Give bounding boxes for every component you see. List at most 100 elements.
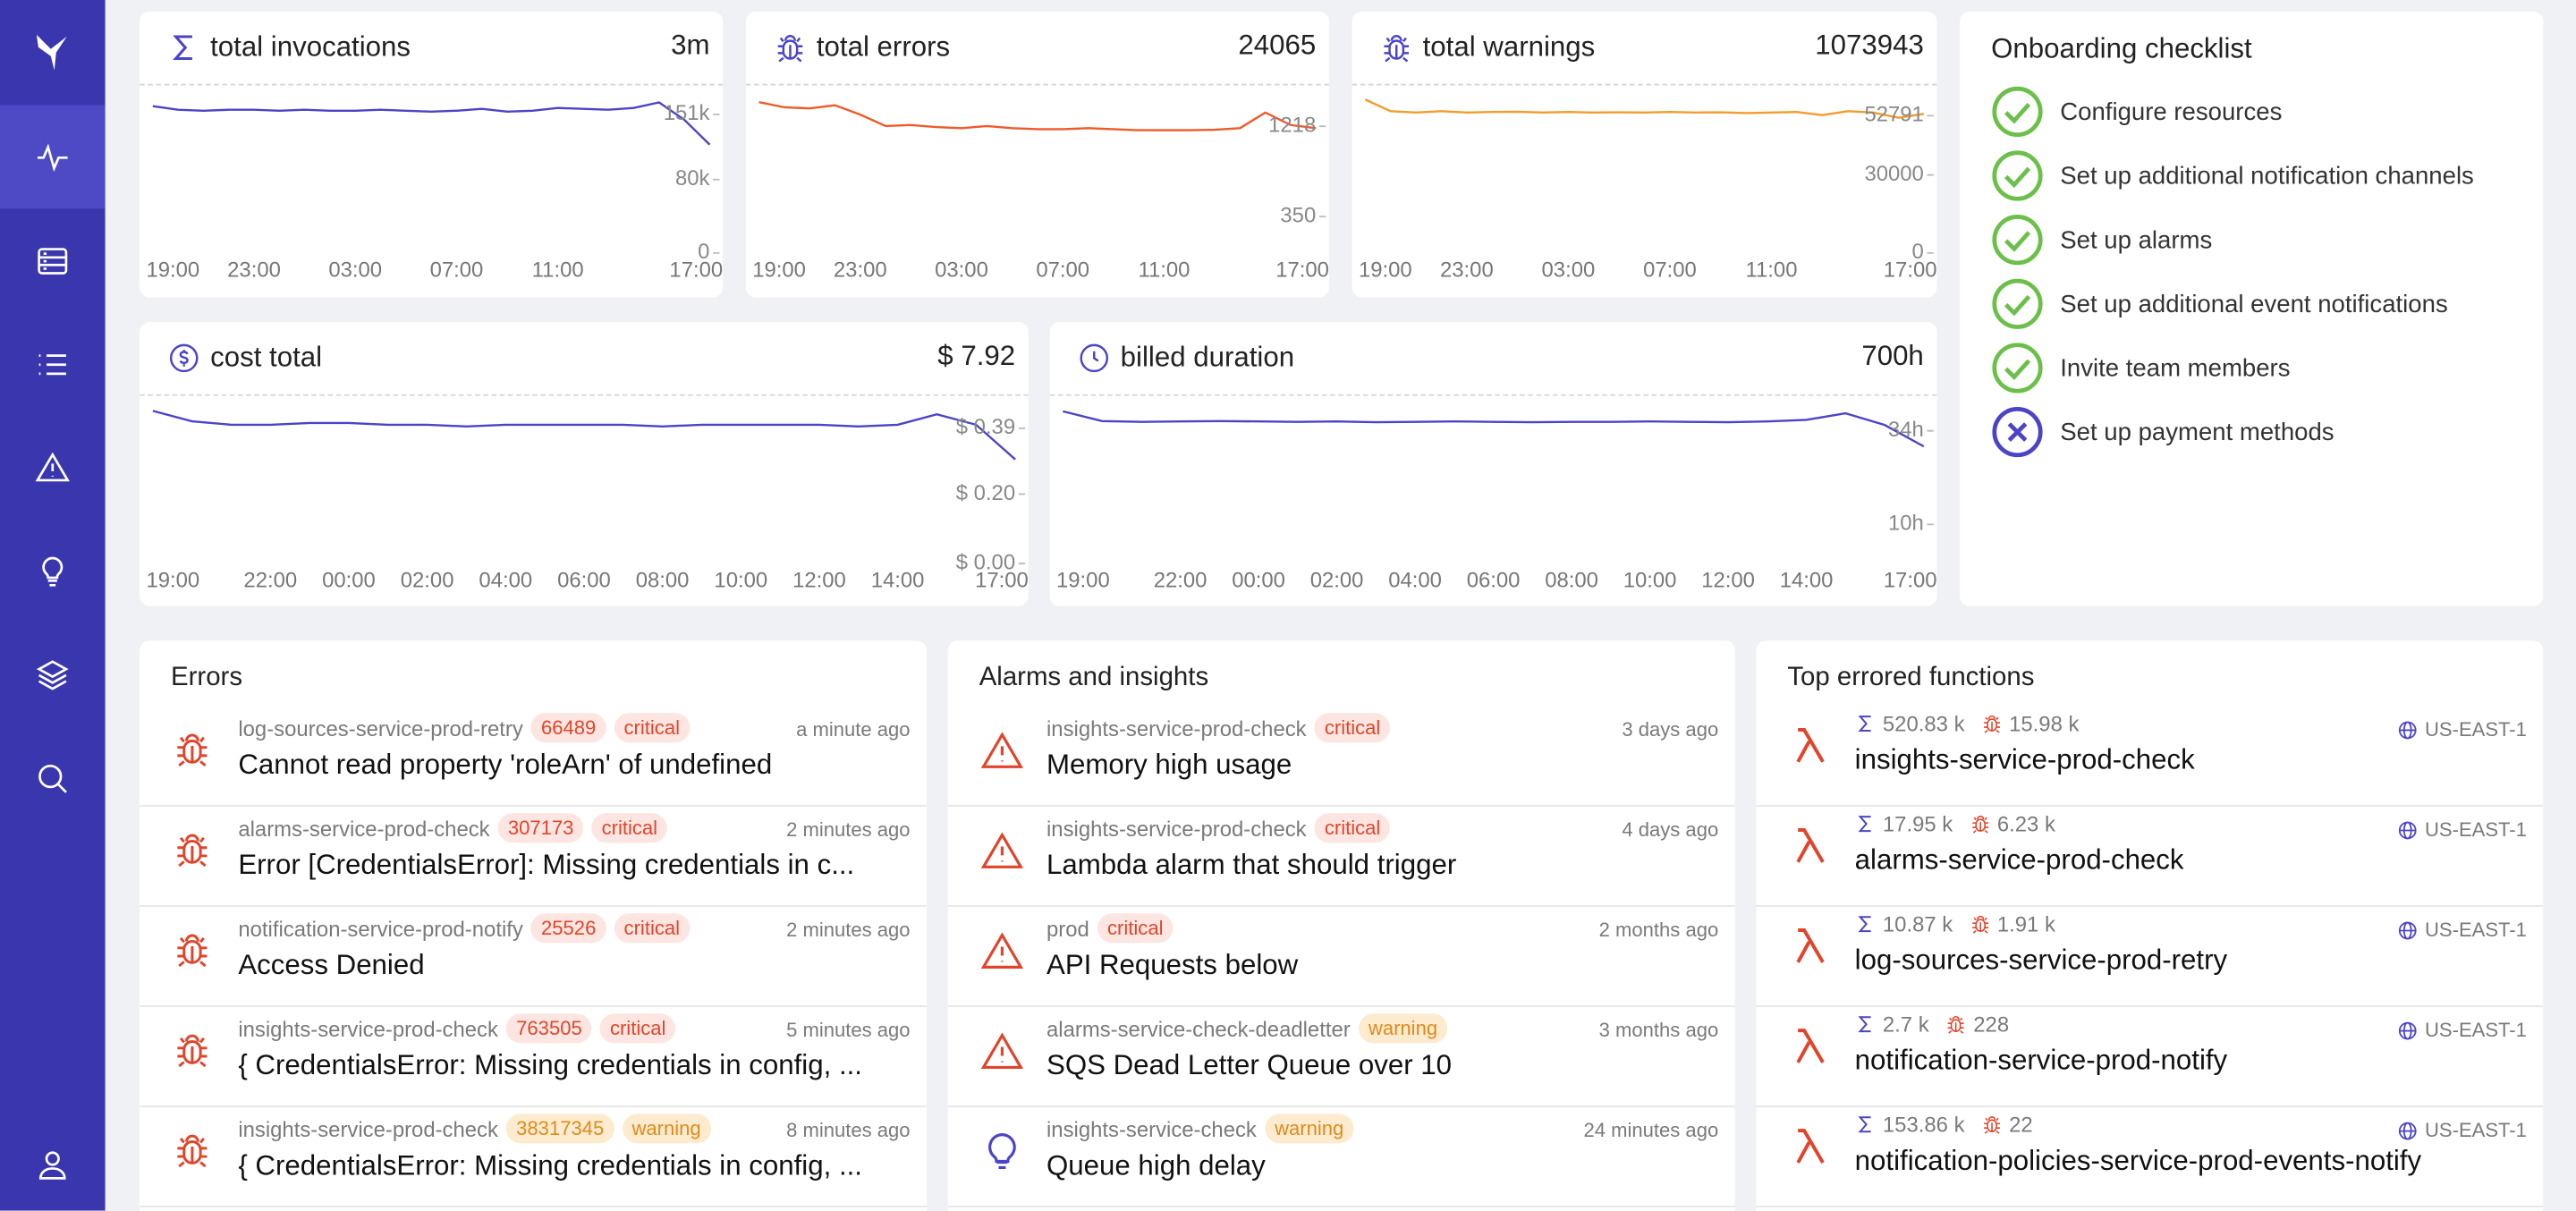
errors-row[interactable]: alarms-service-prod-check 307173 critical 2… <box>140 807 927 907</box>
icon-part <box>988 1133 1016 1170</box>
functions-row[interactable]: 10.87 k 1.91 k US-EAST-1 log-sources-servic… <box>1756 907 2544 1007</box>
icon-part <box>179 350 189 367</box>
x-tick-label: 10:00 <box>714 569 767 593</box>
errors-icon <box>1983 715 2000 733</box>
icon-part <box>38 764 63 788</box>
chart-icon <box>173 35 192 61</box>
chart-icon <box>1080 343 1109 373</box>
icon-part <box>1796 727 1825 763</box>
y-tick-label: 0 <box>698 240 709 264</box>
alarm-time: 3 months ago <box>1598 1018 1719 1042</box>
function-icon <box>1796 928 1825 963</box>
error-source: alarms-service-prod-check <box>238 815 490 841</box>
icon-part <box>45 1150 60 1165</box>
icon-part <box>1992 278 2043 329</box>
checklist-label: Set up additional event notifications <box>2060 290 2448 318</box>
function-invocations: 10.87 k <box>1882 911 1953 936</box>
nav-list[interactable] <box>0 312 106 416</box>
x-tick-label: 11:00 <box>532 258 584 282</box>
alarm-time: 4 days ago <box>1622 817 1719 842</box>
icon-part <box>1992 343 2043 394</box>
region-label: US-EAST-1 <box>2424 1118 2527 1142</box>
functions-row[interactable]: 2.7 k 228 US-EAST-1 notification-service-pr… <box>1756 1007 2544 1107</box>
icon-part <box>1983 716 2000 733</box>
alarms-row[interactable]: alarms-service-check-deadletter warning 3 … <box>947 1007 1735 1107</box>
chart-header: total warnings 1073943 <box>1352 12 1937 86</box>
sparkline: 19:00 23:00 03:00 07:00 11:00 17:000 30000 5279… <box>1359 98 1937 282</box>
icon-part <box>980 932 1024 969</box>
x-tick-label: 23:00 <box>227 258 281 282</box>
row-meta: insights-service-prod-check 38317345 warni… <box>238 1114 746 1144</box>
icon-part <box>980 1032 1024 1070</box>
errors-row[interactable]: insights-service-prod-check 763505 critica… <box>140 1007 927 1107</box>
function-icon <box>1796 1129 1825 1164</box>
region-icon <box>2398 920 2417 939</box>
nav-layers[interactable] <box>0 622 106 726</box>
row-meta: alarms-service-prod-check 307173 critical <box>238 813 746 843</box>
icon-part <box>184 733 199 741</box>
error-time: 8 minutes ago <box>786 1118 911 1142</box>
row-meta: insights-service-prod-check critical <box>1046 813 1555 843</box>
checklist-item[interactable]: Invite team members <box>1991 342 2504 394</box>
checklist-label: Set up alarms <box>2060 225 2213 254</box>
data-line <box>758 101 1317 131</box>
checklist-item[interactable]: Set up additional notification channels <box>1991 149 2504 202</box>
error-icon <box>177 934 208 968</box>
nav-activity[interactable] <box>0 105 106 209</box>
icon-part <box>1080 343 1109 373</box>
functions-row[interactable]: 17.95 k 6.23 k US-EAST-1 alarms-service-pro… <box>1756 807 2544 907</box>
errors-row[interactable]: insights-service-prod-check 38317345 warni… <box>140 1107 927 1207</box>
checklist-item[interactable]: Configure resources <box>1991 86 2504 139</box>
row-icon <box>1789 1125 1828 1164</box>
function-region: US-EAST-1 <box>2397 919 2527 941</box>
nav-user[interactable] <box>0 1112 106 1210</box>
x-tick-label: 12:00 <box>792 569 846 593</box>
alarm-severity: critical <box>1097 913 1174 944</box>
chart-card: total invocations 3m 19:00 23:00 03:00 07:00 1… <box>140 11 724 298</box>
function-region: US-EAST-1 <box>2397 818 2527 841</box>
chart-card: billed duration 700h 19:00 22:00 00:00 02:00 0… <box>1049 322 1937 606</box>
x-tick-label: 07:00 <box>1036 258 1089 282</box>
errors-row[interactable]: notification-service-prod-notify 25526 cri… <box>140 907 927 1007</box>
chart-icon <box>1384 35 1409 63</box>
alarm-icon <box>980 732 1024 768</box>
alarms-row[interactable]: insights-service-prod-check critical 4 day… <box>947 807 1735 907</box>
invocations-icon <box>1858 1116 1871 1133</box>
checklist-item[interactable]: Set up payment methods <box>1991 406 2504 459</box>
functions-row[interactable]: 520.83 k 15.98 k US-EAST-1 insights-service… <box>1756 707 2544 807</box>
icon-part <box>38 353 66 375</box>
x-tick-label: 23:00 <box>834 258 887 282</box>
error-message: { CredentialsError: Missing credentials … <box>238 1149 862 1181</box>
sparkline: 19:00 22:00 00:00 02:00 04:00 06:00 08:00 10:00… <box>146 410 1029 593</box>
error-count: 66489 <box>530 713 606 743</box>
error-message: Access Denied <box>238 949 425 981</box>
icon-part <box>2004 294 2031 317</box>
row-meta: 520.83 k 15.98 k <box>1855 711 2363 736</box>
check-status-icon <box>1992 86 2043 137</box>
x-tick-label: 06:00 <box>1467 569 1521 593</box>
nav-insights[interactable] <box>0 519 106 622</box>
chart-card: total errors 24065 19:00 23:00 03:00 07:00 11:… <box>745 11 1329 298</box>
check-status-icon <box>1992 215 2043 266</box>
data-line <box>1364 98 1924 119</box>
checklist-card: Onboarding checklist Configure resources S… <box>1960 11 2544 606</box>
errors-row[interactable]: log-sources-service-prod-retry 66489 criti… <box>140 707 927 807</box>
row-icon <box>1789 925 1828 964</box>
checklist-item[interactable]: Set up additional event notifications <box>1991 277 2504 330</box>
icon-part <box>1992 406 2043 458</box>
nav-resources[interactable] <box>0 208 106 312</box>
alarms-row[interactable]: prod critical 2 months ago API Requests bel… <box>947 907 1735 1007</box>
functions-row[interactable]: 153.86 k 22 US-EAST-1 notification-policies… <box>1756 1107 2544 1207</box>
alarm-time: 2 months ago <box>1598 918 1719 942</box>
icon-part <box>1987 715 1996 720</box>
checklist-item[interactable]: Set up alarms <box>1991 214 2504 267</box>
alarms-row[interactable]: insights-service-check warning 24 minutes … <box>947 1107 1735 1207</box>
x-tick-label: 19:00 <box>146 258 199 282</box>
logo[interactable] <box>0 0 106 104</box>
nav-alarms[interactable] <box>0 416 106 520</box>
nav-icon <box>38 247 68 274</box>
nav-search[interactable] <box>0 726 106 830</box>
row-meta: 153.86 k 22 <box>1855 1112 2363 1137</box>
y-tick-label: $ 0.39 <box>956 415 1015 439</box>
alarms-row[interactable]: insights-service-prod-check critical 3 day… <box>947 707 1735 807</box>
